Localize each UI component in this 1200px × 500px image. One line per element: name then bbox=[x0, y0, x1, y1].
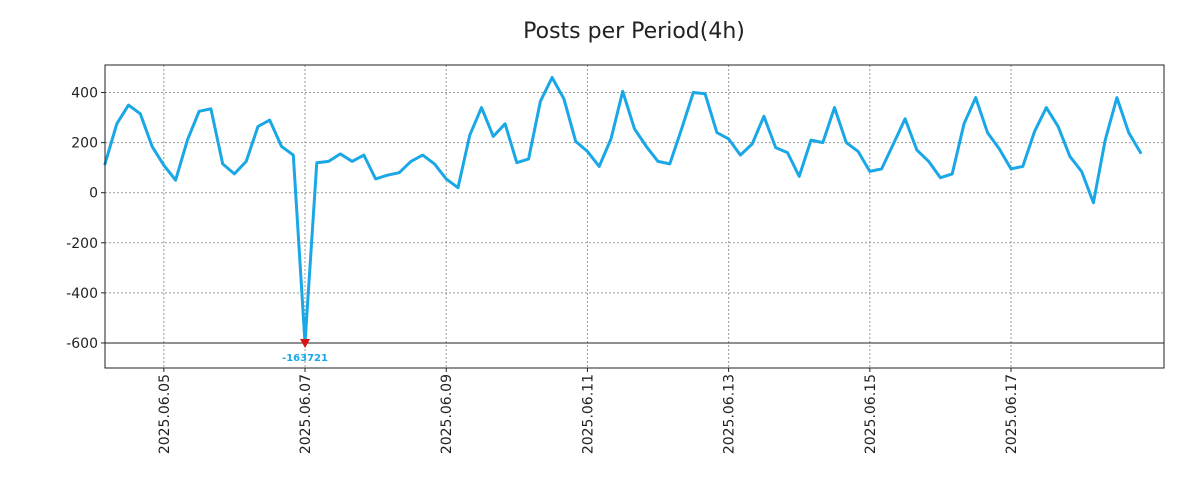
plot-frame bbox=[104, 64, 1165, 369]
x-axis: 2025.06.05 2025.06.07 2025.06.09 2025.06.11… bbox=[157, 368, 1020, 454]
x-tick-label: 2025.06.15 bbox=[863, 374, 879, 454]
annotation-marker bbox=[300, 338, 311, 348]
grid bbox=[105, 65, 1164, 368]
y-tick-label: 400 bbox=[71, 86, 98, 102]
chart-title: Posts per Period(4h) bbox=[523, 19, 745, 44]
y-tick-label: 200 bbox=[71, 136, 98, 152]
series-line bbox=[103, 76, 1142, 345]
y-tick-label: 0 bbox=[89, 186, 98, 202]
series-layer bbox=[103, 76, 1142, 345]
x-tick-label: 2025.06.13 bbox=[722, 374, 738, 454]
y-tick-label: -400 bbox=[66, 286, 98, 302]
annotation-label: -163721 bbox=[282, 353, 328, 364]
y-axis: 400 200 0 -200 -400 -600 bbox=[66, 86, 105, 352]
y-tick-label: -200 bbox=[66, 236, 98, 252]
x-tick-label: 2025.06.05 bbox=[157, 374, 173, 454]
x-tick-label: 2025.06.11 bbox=[580, 374, 596, 454]
y-tick-label: -600 bbox=[66, 336, 98, 352]
x-tick-label: 2025.06.07 bbox=[298, 374, 314, 454]
annotation: -163721 bbox=[282, 338, 328, 364]
x-tick-label: 2025.06.17 bbox=[1004, 374, 1020, 454]
x-tick-label: 2025.06.09 bbox=[439, 374, 455, 454]
